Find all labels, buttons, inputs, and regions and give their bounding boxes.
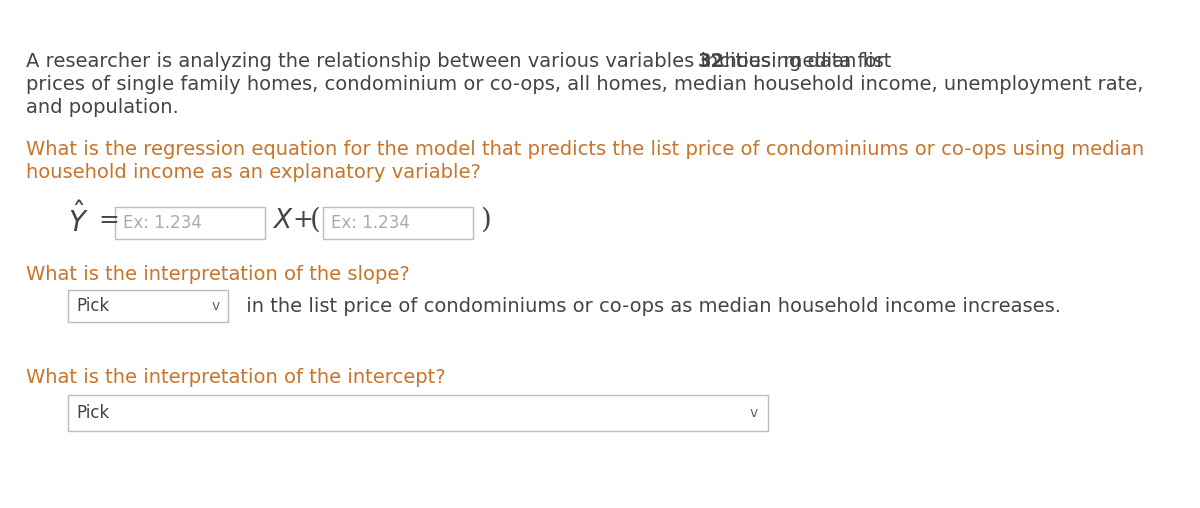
Text: +: + <box>292 208 313 232</box>
Text: What is the interpretation of the intercept?: What is the interpretation of the interc… <box>26 368 445 387</box>
Text: A researcher is analyzing the relationship between various variables in housing : A researcher is analyzing the relationsh… <box>26 52 890 71</box>
Text: Pick: Pick <box>76 297 109 315</box>
Bar <box>68 395 768 431</box>
Text: v: v <box>211 299 220 313</box>
Text: $X$: $X$ <box>272 207 294 233</box>
Text: in the list price of condominiums or co-ops as median household income increases: in the list price of condominiums or co-… <box>240 297 1061 315</box>
Text: What is the interpretation of the slope?: What is the interpretation of the slope? <box>26 265 409 284</box>
Text: ): ) <box>480 206 491 234</box>
Bar <box>115 207 265 239</box>
Text: Pick: Pick <box>76 404 109 422</box>
Text: What is the regression equation for the model that predicts the list price of co: What is the regression equation for the … <box>26 140 1144 159</box>
Text: =: = <box>98 208 119 232</box>
Text: $\hat{Y}$: $\hat{Y}$ <box>68 202 89 238</box>
Bar <box>323 207 473 239</box>
Text: and population.: and population. <box>26 98 179 117</box>
Text: v: v <box>750 406 758 420</box>
Text: household income as an explanatory variable?: household income as an explanatory varia… <box>26 163 481 182</box>
Text: prices of single family homes, condominium or co-ops, all homes, median househol: prices of single family homes, condomini… <box>26 75 1144 94</box>
Text: (: ( <box>310 206 320 234</box>
Bar <box>68 290 228 322</box>
Text: Ex: 1.234: Ex: 1.234 <box>331 214 410 232</box>
Text: 32: 32 <box>698 52 725 71</box>
Text: cities: median list: cities: median list <box>713 52 892 71</box>
Text: Ex: 1.234: Ex: 1.234 <box>124 214 202 232</box>
